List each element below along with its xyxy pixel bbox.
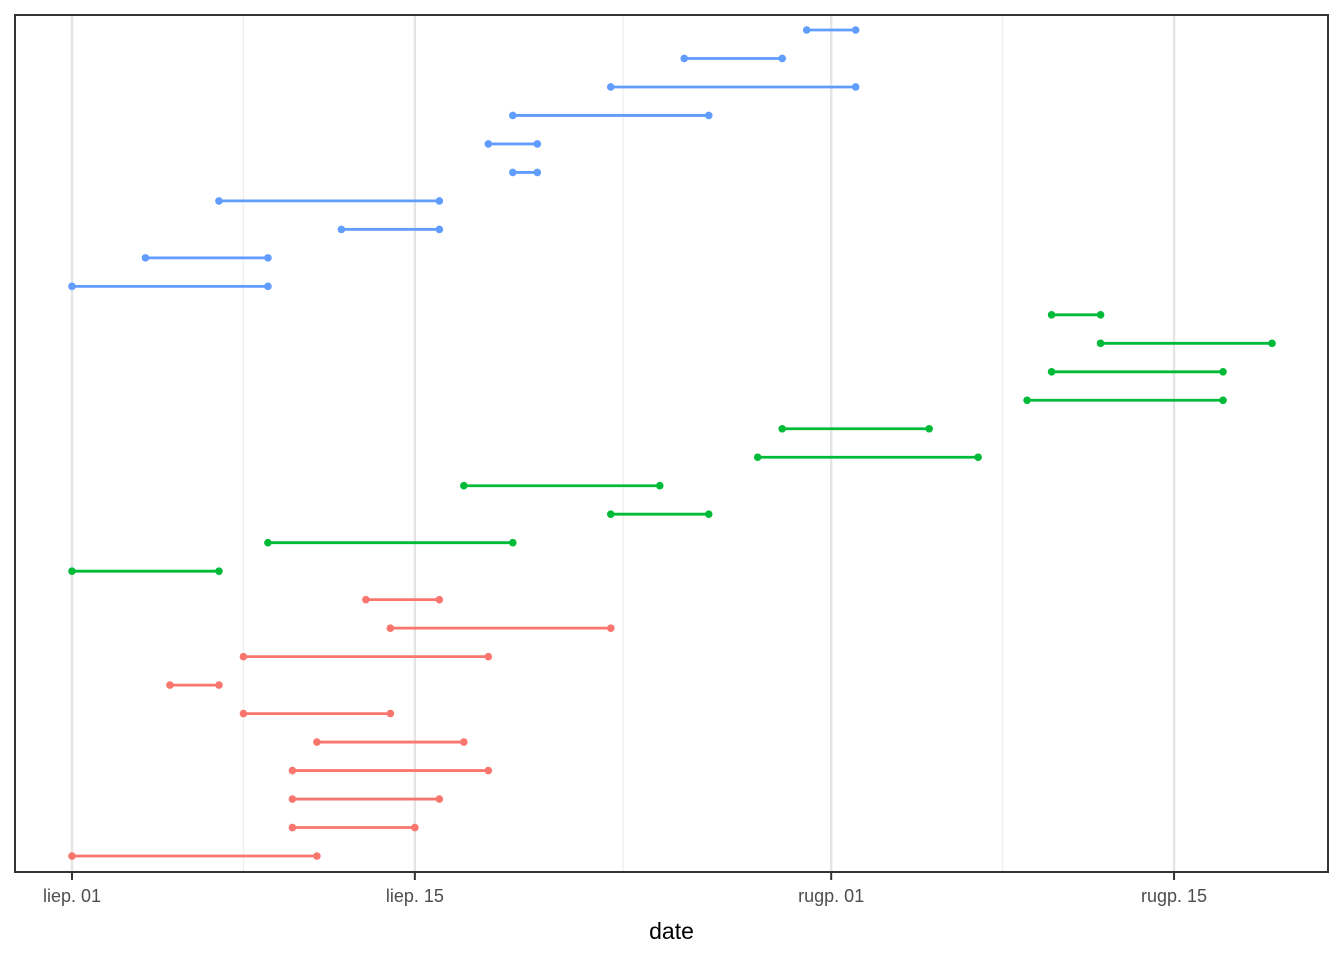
segment-end-dot xyxy=(704,510,713,519)
segment-start-dot xyxy=(1047,311,1056,319)
segment-start-dot xyxy=(802,26,811,34)
segment-start-dot xyxy=(215,197,223,205)
segment-end-dot xyxy=(264,282,272,291)
segment-end-dot xyxy=(1268,339,1276,348)
x-tick-label: rugp. 01 xyxy=(798,886,864,906)
x-axis-title: date xyxy=(649,918,694,944)
panel-border xyxy=(14,14,1329,873)
segment-start-dot xyxy=(509,111,517,120)
segment-start-dot xyxy=(68,282,76,291)
segment-end-dot xyxy=(1096,311,1105,319)
segment-start-dot xyxy=(680,54,689,63)
x-tick-label: rugp. 15 xyxy=(1141,886,1207,906)
segment-end-dot xyxy=(435,197,444,205)
segment-start-dot xyxy=(1023,396,1031,405)
segment-start-dot xyxy=(239,652,248,661)
segment-end-dot xyxy=(460,738,468,746)
segment-end-dot xyxy=(851,83,860,91)
segment-end-dot xyxy=(1219,367,1227,376)
segment-start-dot xyxy=(264,538,272,547)
segment-end-dot xyxy=(484,652,493,661)
segment-start-dot xyxy=(1096,339,1105,348)
segment-start-dot xyxy=(288,795,297,803)
segment-start-dot xyxy=(239,709,248,718)
segment-start-dot xyxy=(606,510,615,519)
segment-start-dot xyxy=(753,453,762,462)
segment-start-dot xyxy=(337,225,346,234)
segment-end-dot xyxy=(655,481,664,490)
segment-end-dot xyxy=(435,225,444,234)
segment-start-dot xyxy=(778,424,787,433)
segment-end-dot xyxy=(264,254,272,262)
segment-end-dot xyxy=(215,681,223,689)
segment-end-dot xyxy=(313,852,321,860)
segment-start-dot xyxy=(606,83,615,91)
segment-end-dot xyxy=(435,595,444,604)
segment-end-dot xyxy=(606,624,615,632)
segment-start-dot xyxy=(509,168,517,177)
segment-start-dot xyxy=(166,681,174,689)
segment-start-dot xyxy=(288,766,297,775)
segment-end-dot xyxy=(484,766,493,775)
segment-start-dot xyxy=(141,254,150,262)
segment-end-dot xyxy=(533,140,542,148)
segment-start-dot xyxy=(460,481,468,490)
segment-start-dot xyxy=(484,140,493,148)
segment-start-dot xyxy=(1047,367,1056,376)
panel-background xyxy=(15,15,1328,872)
x-tick-label: liep. 15 xyxy=(386,886,444,906)
segment-end-dot xyxy=(704,111,713,120)
segment-start-dot xyxy=(68,567,76,575)
segment-end-dot xyxy=(411,823,419,832)
segment-end-dot xyxy=(925,424,933,433)
segment-end-dot xyxy=(533,168,542,177)
segment-start-dot xyxy=(313,738,321,746)
segment-end-dot xyxy=(974,453,982,462)
segment-start-dot xyxy=(288,823,297,832)
segment-end-dot xyxy=(851,26,860,34)
x-tick-label: liep. 01 xyxy=(43,886,101,906)
segment-end-dot xyxy=(509,538,517,547)
segment-end-dot xyxy=(778,54,787,63)
segment-end-dot xyxy=(1219,396,1227,405)
segment-end-dot xyxy=(435,795,444,803)
segment-end-dot xyxy=(386,709,395,718)
segment-start-dot xyxy=(386,624,395,632)
segment-end-dot xyxy=(215,567,223,575)
segment-start-dot xyxy=(68,852,76,860)
segment-start-dot xyxy=(362,595,370,604)
